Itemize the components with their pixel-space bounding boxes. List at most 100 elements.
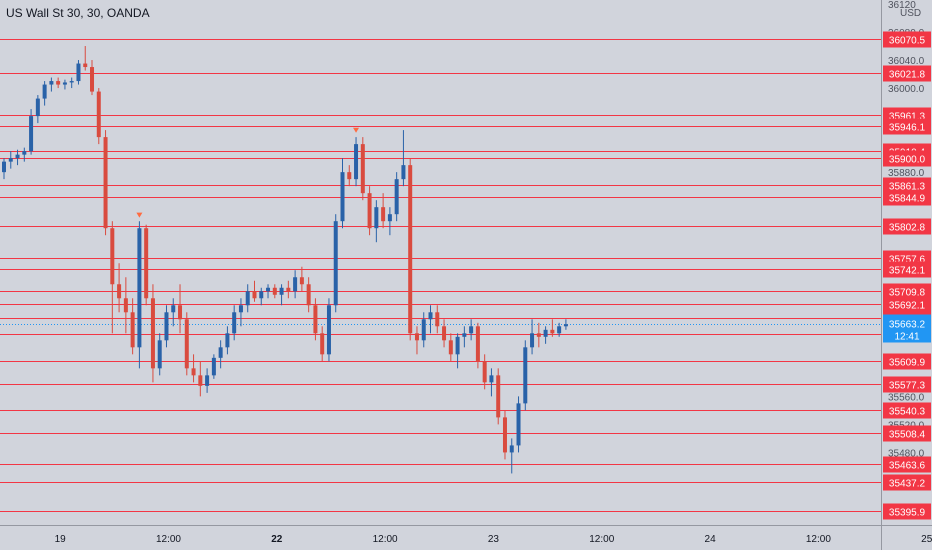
candle-body — [191, 368, 196, 376]
candle-body — [414, 333, 419, 341]
candle-body — [69, 81, 74, 83]
candle-body — [306, 284, 311, 306]
level-label: 36021.8 — [889, 70, 926, 81]
candle-body — [408, 165, 413, 334]
level-label: 35709.8 — [889, 288, 926, 299]
y-tick-label: 36120 — [888, 0, 916, 11]
candle-body — [469, 326, 474, 334]
candle-body — [320, 333, 325, 355]
candle-body — [462, 333, 467, 337]
candle-body — [49, 81, 54, 85]
candle-body — [279, 287, 284, 295]
level-label-bg — [883, 474, 931, 491]
candle-body — [76, 63, 81, 82]
candle-body — [313, 305, 318, 334]
candle-body — [550, 329, 555, 334]
level-label: 35844.9 — [889, 194, 926, 205]
candle-body — [130, 312, 135, 348]
level-label-bg — [883, 376, 931, 393]
candle-body — [178, 305, 183, 320]
candle-body — [536, 333, 541, 337]
candle-body — [557, 326, 562, 334]
candle-body — [293, 277, 298, 292]
candle-body — [144, 228, 149, 299]
candle-body — [232, 312, 237, 334]
candle-body — [489, 375, 494, 383]
level-label: 35742.1 — [889, 266, 926, 277]
chart-title: US Wall St 30, 30, OANDA — [6, 6, 150, 20]
candle-body — [123, 298, 128, 313]
candle-body — [354, 144, 359, 180]
level-label: 35463.6 — [889, 461, 926, 472]
level-label: 35437.2 — [889, 479, 926, 490]
candle-body — [252, 291, 257, 299]
level-label-bg — [883, 218, 931, 235]
level-label: 35757.6 — [889, 255, 926, 266]
level-label-bg — [883, 31, 931, 48]
candle-body — [137, 228, 142, 348]
candle-body — [543, 329, 548, 337]
candle-body — [218, 347, 223, 358]
level-label: 35609.9 — [889, 358, 926, 369]
x-tick-label: 23 — [488, 534, 500, 545]
level-label-bg — [883, 296, 931, 313]
candle-body — [150, 298, 155, 369]
candle-body — [367, 193, 372, 229]
candle-body — [299, 277, 304, 285]
candle-body — [184, 319, 189, 369]
level-label: 36070.5 — [889, 36, 926, 47]
level-label-bg — [883, 189, 931, 206]
level-label: 35961.3 — [889, 112, 926, 123]
candle-body — [171, 305, 176, 313]
level-label: 35692.1 — [889, 301, 926, 312]
level-label: 35900.0 — [889, 155, 926, 166]
candle-body — [266, 287, 271, 292]
y-tick-label: 35480.0 — [888, 448, 925, 459]
candle-body — [62, 82, 67, 85]
candle-body — [83, 63, 88, 68]
candle-body — [15, 154, 20, 159]
y-tick-label: 35560.0 — [888, 392, 925, 403]
level-label-bg — [883, 456, 931, 473]
candle-body — [245, 291, 250, 306]
currency-label: USD — [900, 8, 922, 19]
candle-body — [272, 287, 277, 295]
level-label-bg — [883, 503, 931, 520]
y-tick-label: 36040.0 — [888, 56, 925, 67]
candle-body — [117, 284, 122, 299]
x-tick-label: 25 — [921, 534, 932, 545]
candle-body — [259, 291, 264, 299]
candle-body — [387, 214, 392, 222]
x-tick-label: 12:00 — [373, 534, 398, 545]
candle-body — [96, 91, 101, 138]
level-label-bg — [883, 402, 931, 419]
candle-body — [103, 137, 108, 229]
candle-body — [2, 161, 6, 173]
candle-body — [164, 312, 169, 341]
candle-body — [205, 375, 210, 386]
candle-body — [340, 172, 345, 222]
x-tick-label: 12:00 — [589, 534, 614, 545]
candle-body — [225, 333, 230, 348]
candle-body — [360, 144, 365, 194]
level-label-bg — [883, 65, 931, 82]
current-price-label: 35663.2 — [889, 320, 926, 331]
signal-marker — [136, 212, 143, 218]
candle-body — [29, 116, 34, 152]
x-tick-label: 19 — [55, 534, 67, 545]
y-tick-label: 36000.0 — [888, 84, 925, 95]
level-label: 35577.3 — [889, 381, 926, 392]
candle-body — [563, 324, 568, 327]
candle-body — [516, 403, 521, 446]
candle-body — [401, 165, 406, 180]
candle-body — [8, 158, 13, 162]
candle-body — [56, 81, 61, 85]
candle-body — [90, 67, 95, 92]
x-tick-label: 12:00 — [806, 534, 831, 545]
level-label: 35802.8 — [889, 223, 926, 234]
level-label-bg — [883, 353, 931, 370]
countdown-label: 12:41 — [894, 332, 919, 343]
candle-body — [35, 98, 40, 117]
candle-body — [482, 361, 487, 383]
